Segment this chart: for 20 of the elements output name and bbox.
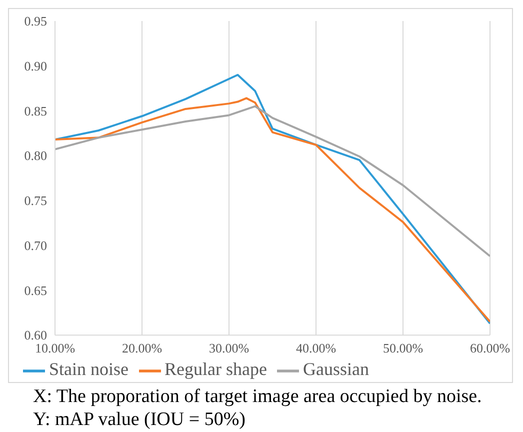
- y-tick-label: 0.80: [24, 148, 47, 164]
- y-tick-label: 0.90: [24, 58, 47, 74]
- text: X: The proporation of target image area occupied by noise.: [33, 385, 483, 408]
- legend-label: Regular shape: [164, 359, 267, 380]
- x-tick-label: 30.00%: [208, 340, 250, 356]
- y-tick-label: 0.70: [24, 238, 47, 253]
- x-tick-label: 60.00%: [470, 340, 510, 356]
- y-tick-label: 0.65: [24, 282, 47, 298]
- text: Y: mAP value (IOU = 50%): [33, 408, 246, 431]
- y-tick-label: 0.95: [24, 14, 47, 29]
- x-tick-label: 20.00%: [122, 340, 162, 356]
- legend-label: Stain noise: [49, 359, 128, 380]
- x-tick-label: 40.00%: [296, 340, 336, 356]
- y-tick-label: 0.60: [24, 328, 47, 343]
- x-tick-label: 10.00%: [34, 340, 76, 356]
- x-tick-label: 50.00%: [382, 340, 424, 356]
- y-tick-label: 0.85: [24, 103, 47, 118]
- y-tick-label: 0.75: [24, 193, 47, 208]
- legend-label: Gaussian: [302, 359, 369, 380]
- line-series: [55, 105, 490, 258]
